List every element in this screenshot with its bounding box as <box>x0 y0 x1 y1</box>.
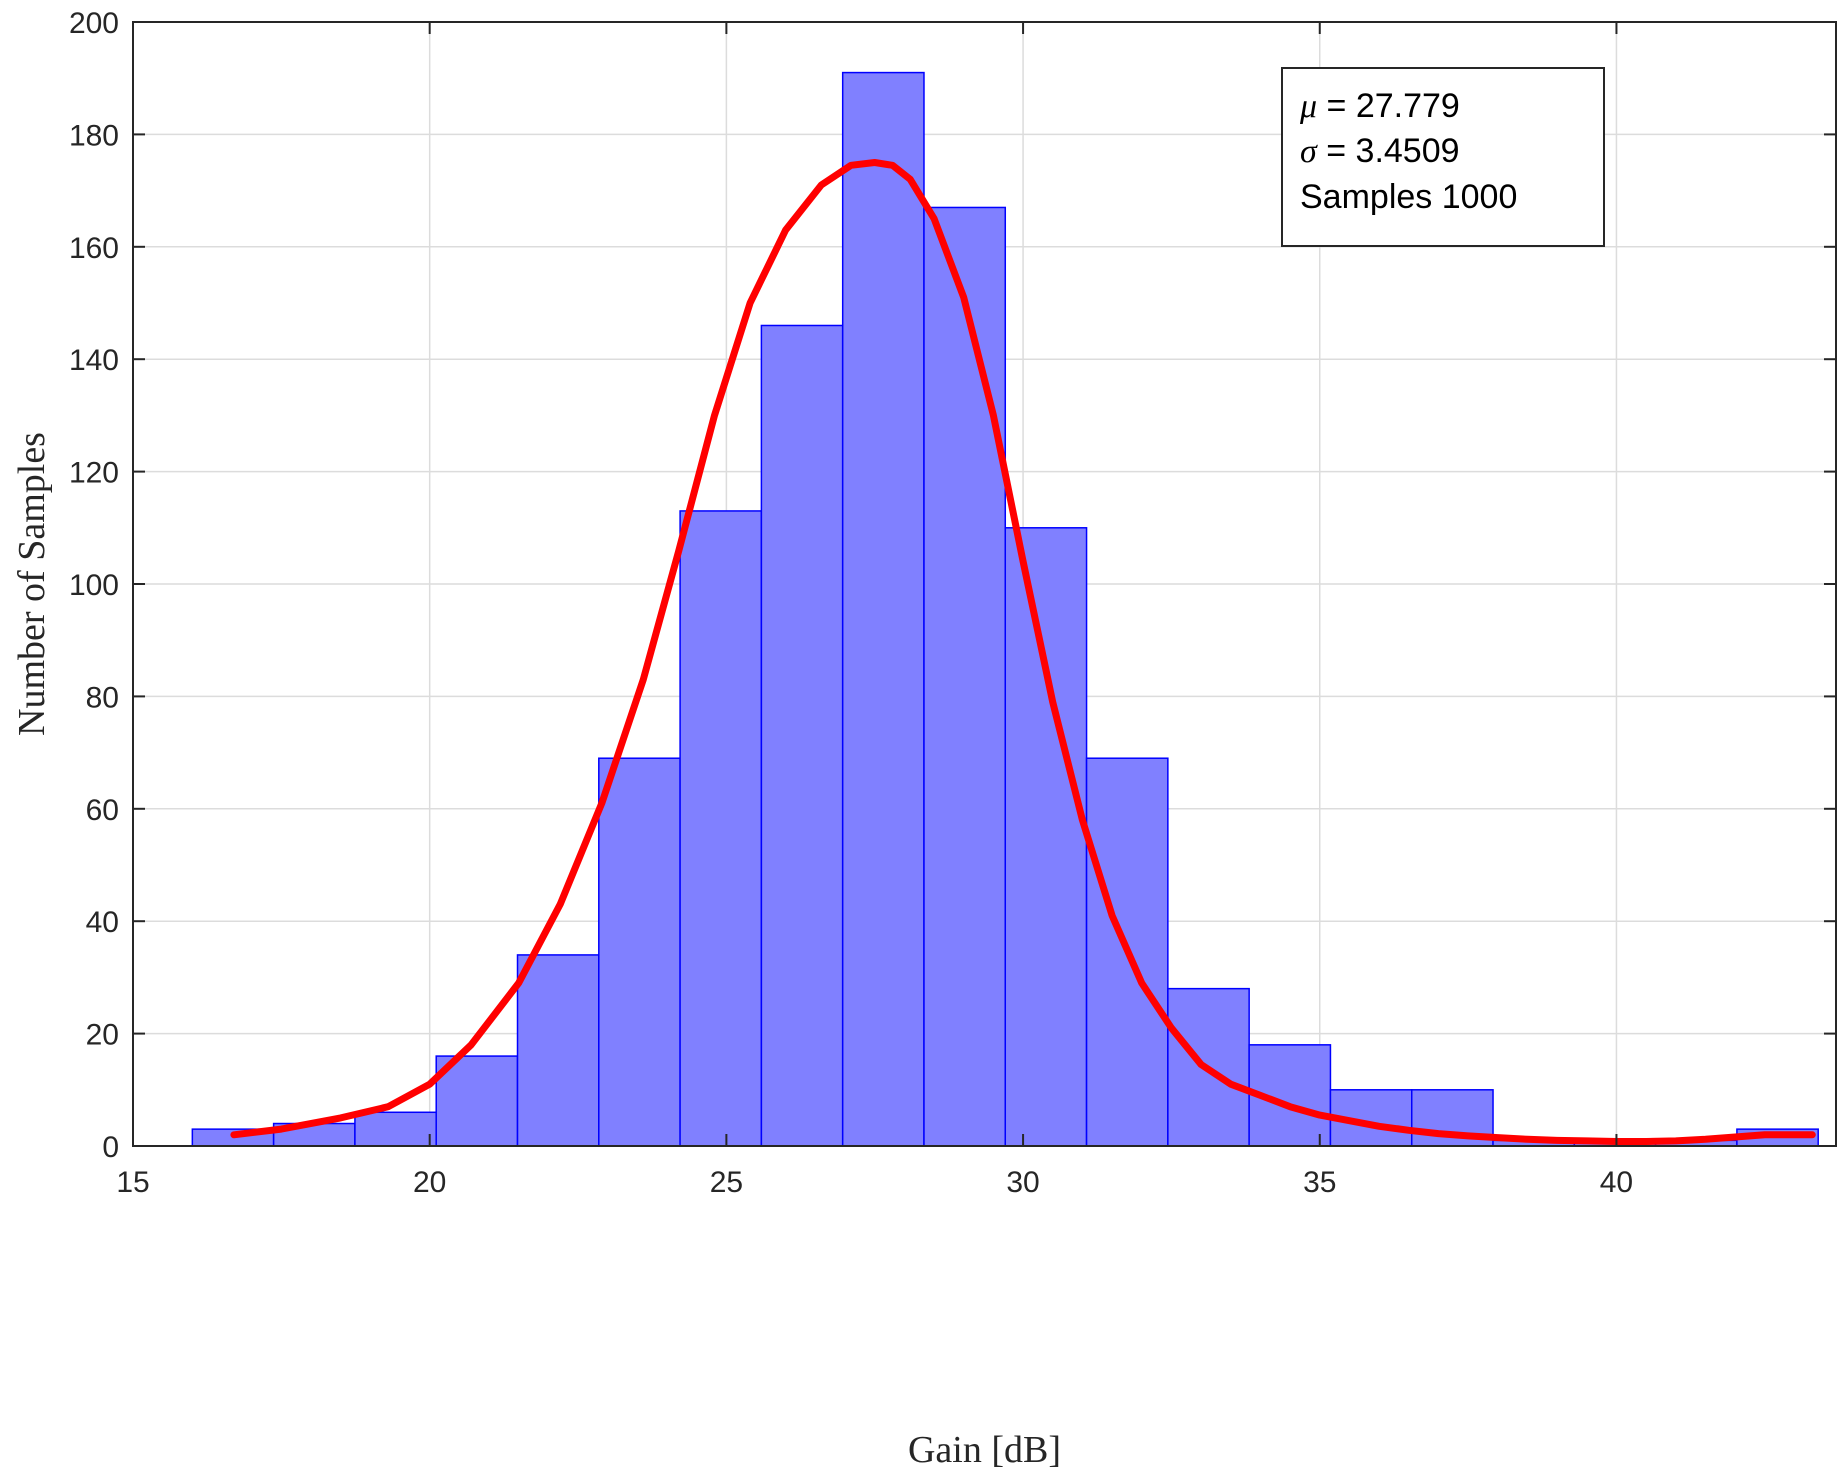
histogram-bar-8 <box>841 71 925 1147</box>
x-tick-label-1: 20 <box>413 1166 446 1199</box>
mu-value: = 27.779 <box>1317 87 1460 125</box>
x-tick-label-2: 25 <box>710 1166 743 1199</box>
histogram-bar-9 <box>923 206 1007 1147</box>
x-axis-ticks: 15 20 25 30 35 40 <box>116 22 1633 1199</box>
histogram-bars <box>191 71 1819 1147</box>
x-tick-label-3: 30 <box>1006 1166 1039 1199</box>
sigma-symbol: σ <box>1300 133 1318 170</box>
y-tick-label-5: 100 <box>69 569 119 602</box>
y-tick-label-1: 20 <box>86 1019 119 1052</box>
histogram-bar-3 <box>435 1055 519 1147</box>
mu-symbol: μ <box>1299 88 1317 125</box>
histogram-bar-6 <box>679 510 763 1147</box>
stat-mean: μ = 27.779 <box>1299 87 1460 125</box>
x-axis-label: Gain [dB] <box>908 1429 1061 1471</box>
histogram-bar-7 <box>760 324 844 1147</box>
stat-std: σ = 3.4509 <box>1300 132 1460 170</box>
stats-annotation-box: μ = 27.779 σ = 3.4509 Samples 1000 <box>1281 67 1605 247</box>
x-tick-label-0: 15 <box>116 1166 149 1199</box>
stats-box-border <box>1281 67 1605 247</box>
y-tick-label-4: 80 <box>86 681 119 714</box>
y-tick-label-2: 40 <box>86 906 119 939</box>
y-tick-label-10: 200 <box>69 7 119 40</box>
fit-curve <box>230 159 1816 1145</box>
y-tick-label-9: 180 <box>69 119 119 152</box>
histogram-bar-10 <box>1004 527 1088 1147</box>
y-tick-label-8: 160 <box>69 232 119 265</box>
y-tick-label-6: 120 <box>69 457 119 490</box>
y-tick-label-0: 0 <box>102 1131 119 1164</box>
y-tick-label-7: 140 <box>69 344 119 377</box>
sigma-value: = 3.4509 <box>1317 132 1460 170</box>
histogram-bar-5 <box>598 757 681 1147</box>
histogram-bar-2 <box>354 1111 437 1147</box>
x-tick-label-4: 35 <box>1303 1166 1336 1199</box>
stat-samples: Samples 1000 <box>1300 178 1517 216</box>
y-tick-label-3: 60 <box>86 794 119 827</box>
x-tick-label-5: 40 <box>1600 1166 1633 1199</box>
histogram-bar-4 <box>516 954 600 1147</box>
y-axis-label: Number of Samples <box>11 432 53 736</box>
y-axis-ticks: 0 20 40 60 80 100 120 140 160 180 200 <box>69 7 1836 1164</box>
